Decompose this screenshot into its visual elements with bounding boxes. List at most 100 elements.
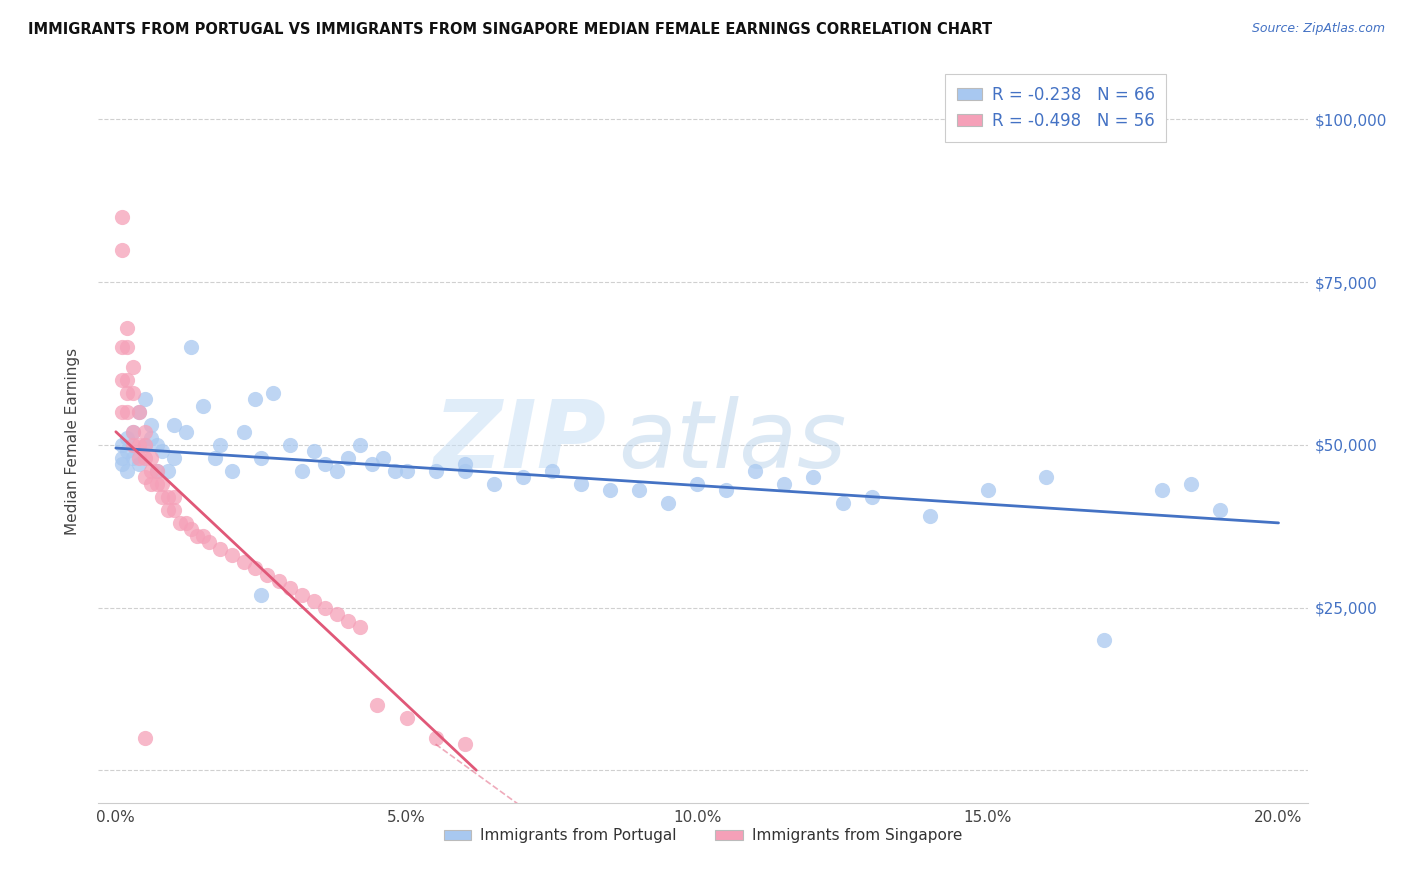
Point bbox=[111, 373, 134, 387]
Point bbox=[232, 425, 254, 439]
Point bbox=[191, 529, 214, 543]
Point bbox=[117, 464, 139, 478]
Point bbox=[157, 490, 180, 504]
Point bbox=[180, 523, 202, 537]
Point bbox=[186, 529, 208, 543]
Point bbox=[122, 425, 145, 439]
Point bbox=[150, 490, 173, 504]
Point bbox=[686, 476, 709, 491]
Point bbox=[1092, 633, 1115, 648]
Point bbox=[425, 731, 447, 745]
Point bbox=[145, 438, 167, 452]
Point bbox=[150, 476, 173, 491]
Point bbox=[453, 464, 475, 478]
Point bbox=[803, 470, 825, 484]
Text: atlas: atlas bbox=[619, 396, 846, 487]
Point bbox=[278, 581, 301, 595]
Point bbox=[134, 438, 156, 452]
Point bbox=[262, 385, 284, 400]
Point bbox=[122, 425, 145, 439]
Point bbox=[1152, 483, 1174, 498]
Point bbox=[139, 418, 162, 433]
Point bbox=[139, 464, 162, 478]
Point bbox=[117, 320, 139, 334]
Point bbox=[139, 431, 162, 445]
Point bbox=[134, 392, 156, 407]
Point bbox=[314, 600, 336, 615]
Point bbox=[384, 464, 406, 478]
Point bbox=[134, 425, 156, 439]
Point bbox=[314, 458, 336, 472]
Point bbox=[569, 476, 592, 491]
Point bbox=[302, 444, 325, 458]
Point bbox=[128, 405, 150, 419]
Point bbox=[245, 392, 267, 407]
Point bbox=[150, 444, 173, 458]
Point bbox=[122, 359, 145, 374]
Point bbox=[111, 340, 134, 354]
Point bbox=[977, 483, 1000, 498]
Point bbox=[122, 450, 145, 465]
Point bbox=[628, 483, 651, 498]
Point bbox=[111, 458, 134, 472]
Point bbox=[337, 614, 360, 628]
Point bbox=[174, 516, 197, 530]
Point bbox=[657, 496, 679, 510]
Point bbox=[111, 438, 134, 452]
Point bbox=[267, 574, 290, 589]
Point bbox=[1209, 503, 1232, 517]
Point bbox=[540, 464, 562, 478]
Point bbox=[716, 483, 738, 498]
Point bbox=[111, 405, 134, 419]
Point bbox=[831, 496, 853, 510]
Point bbox=[134, 438, 156, 452]
Point bbox=[221, 464, 243, 478]
Point bbox=[117, 405, 139, 419]
Point bbox=[139, 476, 162, 491]
Point bbox=[512, 470, 534, 484]
Point bbox=[349, 438, 371, 452]
Point bbox=[163, 503, 186, 517]
Point bbox=[1180, 476, 1202, 491]
Point bbox=[1035, 470, 1057, 484]
Point bbox=[134, 470, 156, 484]
Y-axis label: Median Female Earnings: Median Female Earnings bbox=[65, 348, 80, 535]
Point bbox=[773, 476, 796, 491]
Point bbox=[326, 464, 349, 478]
Point bbox=[918, 509, 941, 524]
Point bbox=[302, 594, 325, 608]
Point bbox=[326, 607, 349, 621]
Point bbox=[256, 568, 278, 582]
Point bbox=[198, 535, 221, 549]
Point bbox=[366, 698, 388, 713]
Point bbox=[169, 516, 191, 530]
Point bbox=[395, 711, 418, 725]
Point bbox=[360, 458, 382, 472]
Point bbox=[373, 450, 395, 465]
Point bbox=[139, 450, 162, 465]
Point bbox=[128, 405, 150, 419]
Point bbox=[395, 464, 418, 478]
Point bbox=[128, 458, 150, 472]
Point bbox=[128, 450, 150, 465]
Point bbox=[145, 476, 167, 491]
Point bbox=[163, 418, 186, 433]
Point bbox=[180, 340, 202, 354]
Point bbox=[250, 587, 273, 601]
Point bbox=[245, 561, 267, 575]
Text: Source: ZipAtlas.com: Source: ZipAtlas.com bbox=[1251, 22, 1385, 36]
Point bbox=[122, 385, 145, 400]
Point bbox=[425, 464, 447, 478]
Point bbox=[250, 450, 273, 465]
Point bbox=[337, 450, 360, 465]
Point bbox=[117, 431, 139, 445]
Point bbox=[163, 450, 186, 465]
Point bbox=[122, 438, 145, 452]
Point bbox=[117, 373, 139, 387]
Point bbox=[453, 737, 475, 751]
Text: IMMIGRANTS FROM PORTUGAL VS IMMIGRANTS FROM SINGAPORE MEDIAN FEMALE EARNINGS COR: IMMIGRANTS FROM PORTUGAL VS IMMIGRANTS F… bbox=[28, 22, 993, 37]
Point bbox=[860, 490, 883, 504]
Point bbox=[291, 464, 314, 478]
Point bbox=[111, 210, 134, 224]
Point bbox=[157, 464, 180, 478]
